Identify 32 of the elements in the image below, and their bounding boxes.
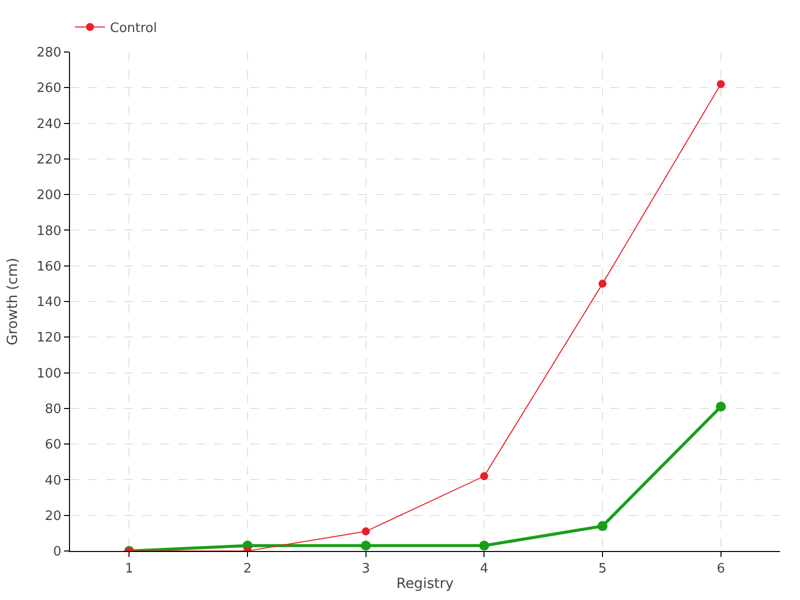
y-tick-label: 260 [36,81,62,96]
x-tick-label: 4 [480,562,488,577]
point [479,540,490,551]
y-tick-label: 60 [44,438,62,453]
legend-label: Control [110,21,157,36]
x-tick-label: 5 [598,562,607,577]
x-tick-label: 1 [125,562,134,577]
y-axis-title: Growth (cm) [5,258,22,346]
y-tick-label: 0 [53,544,62,560]
x-tick-label: 2 [243,562,252,577]
point [716,80,725,88]
y-tick-label: 220 [36,152,62,168]
point [360,540,371,551]
y-tick-label: 140 [36,295,62,310]
point [598,280,606,288]
y-tick-label: 180 [36,224,62,239]
point [716,402,726,412]
y-tick-label: 100 [36,366,62,382]
y-tick-label: 120 [36,330,62,346]
y-tick-label: 240 [36,116,62,132]
y-tick-label: 20 [44,508,62,524]
y-tick-label: 160 [36,259,62,274]
y-tick-label: 40 [44,473,62,488]
point [362,527,370,536]
y-tick-label: 280 [36,46,62,61]
point [598,521,608,532]
y-tick-label: 80 [44,402,62,417]
x-tick-label: 6 [716,562,725,577]
x-axis-title: Registry [396,576,454,592]
point [480,472,488,480]
y-tick-label: 200 [36,188,62,204]
x-tick-label: 3 [362,562,370,577]
